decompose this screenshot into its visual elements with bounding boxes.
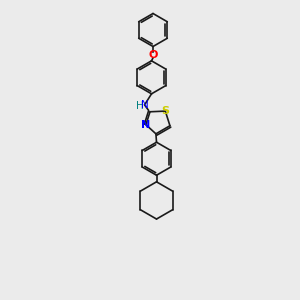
Text: H: H <box>136 101 144 111</box>
Text: N: N <box>141 100 148 110</box>
Text: O: O <box>148 50 158 60</box>
Text: S: S <box>161 106 169 116</box>
Text: N: N <box>141 120 151 130</box>
